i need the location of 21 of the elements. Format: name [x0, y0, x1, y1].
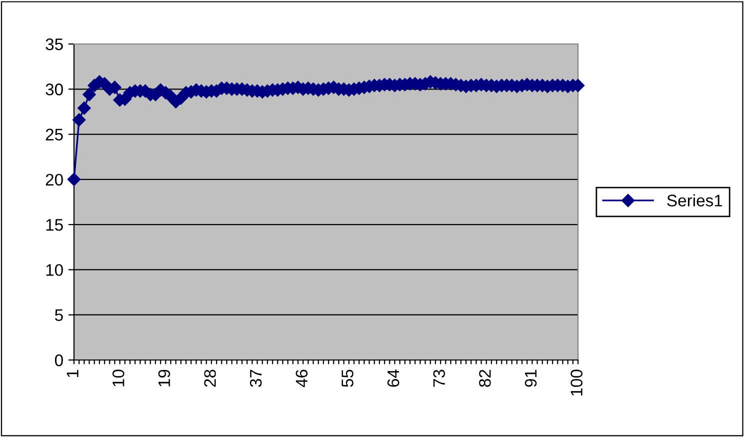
- legend-label: Series1: [667, 194, 722, 206]
- x-tick-label: 28: [204, 370, 216, 387]
- x-tick-label: 10: [112, 370, 124, 386]
- x-tick-label: 55: [342, 370, 354, 387]
- y-tick-label: 10: [46, 264, 63, 276]
- x-tick-label: 37: [250, 370, 262, 387]
- x-tick-label: 73: [433, 370, 446, 387]
- y-tick-label: 5: [54, 309, 63, 322]
- x-tick-label: 82: [479, 370, 491, 387]
- y-tick-label: 35: [46, 38, 63, 50]
- y-tick-label: 20: [46, 174, 63, 186]
- x-tick-label: 46: [296, 370, 308, 388]
- y-tick-label: 30: [46, 84, 63, 96]
- x-tick-label: 91: [524, 370, 537, 387]
- x-tick-label: 64: [387, 370, 400, 387]
- x-tick-label: 19: [158, 370, 170, 386]
- y-tick-label: 0: [54, 354, 63, 366]
- y-tick-label: 15: [46, 219, 63, 231]
- x-tick-label: 1: [66, 370, 78, 378]
- y-tick-label: 25: [46, 128, 63, 140]
- x-tick-label: 100: [570, 370, 582, 396]
